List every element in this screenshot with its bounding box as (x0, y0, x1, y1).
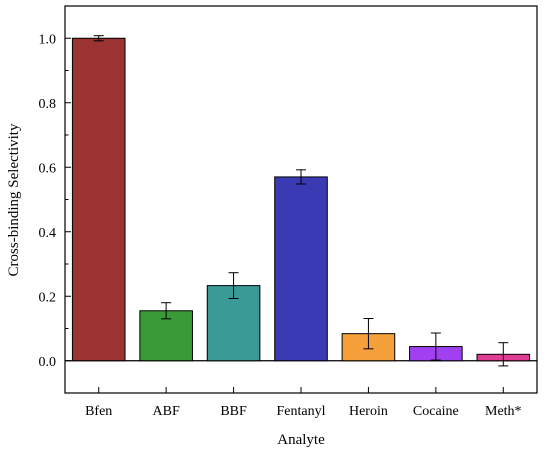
bar-bfen (71, 37, 126, 362)
x-tick-label: Bfen (85, 404, 112, 419)
y-tick-label: 0.4 (39, 226, 57, 241)
bar-fentanyl (274, 176, 328, 362)
y-tick-label: 0.0 (39, 355, 57, 370)
x-tick-label: BBF (220, 404, 247, 419)
y-tick-label: 0.2 (39, 290, 57, 305)
y-tick-label: 0.8 (39, 97, 57, 112)
y-tick-label: 1.0 (39, 32, 57, 47)
y-axis-title: Cross-binding Selectivity (6, 123, 22, 276)
x-tick-label: Meth* (485, 404, 522, 419)
x-tick-label: Cocaine (413, 404, 459, 419)
y-tick-label: 0.6 (39, 161, 57, 176)
x-tick-label: Heroin (349, 404, 388, 419)
bar-abf (139, 310, 193, 362)
x-tick-label: Fentanyl (277, 404, 326, 419)
x-tick-label: ABF (153, 404, 180, 419)
x-axis-title: Analyte (277, 432, 325, 448)
